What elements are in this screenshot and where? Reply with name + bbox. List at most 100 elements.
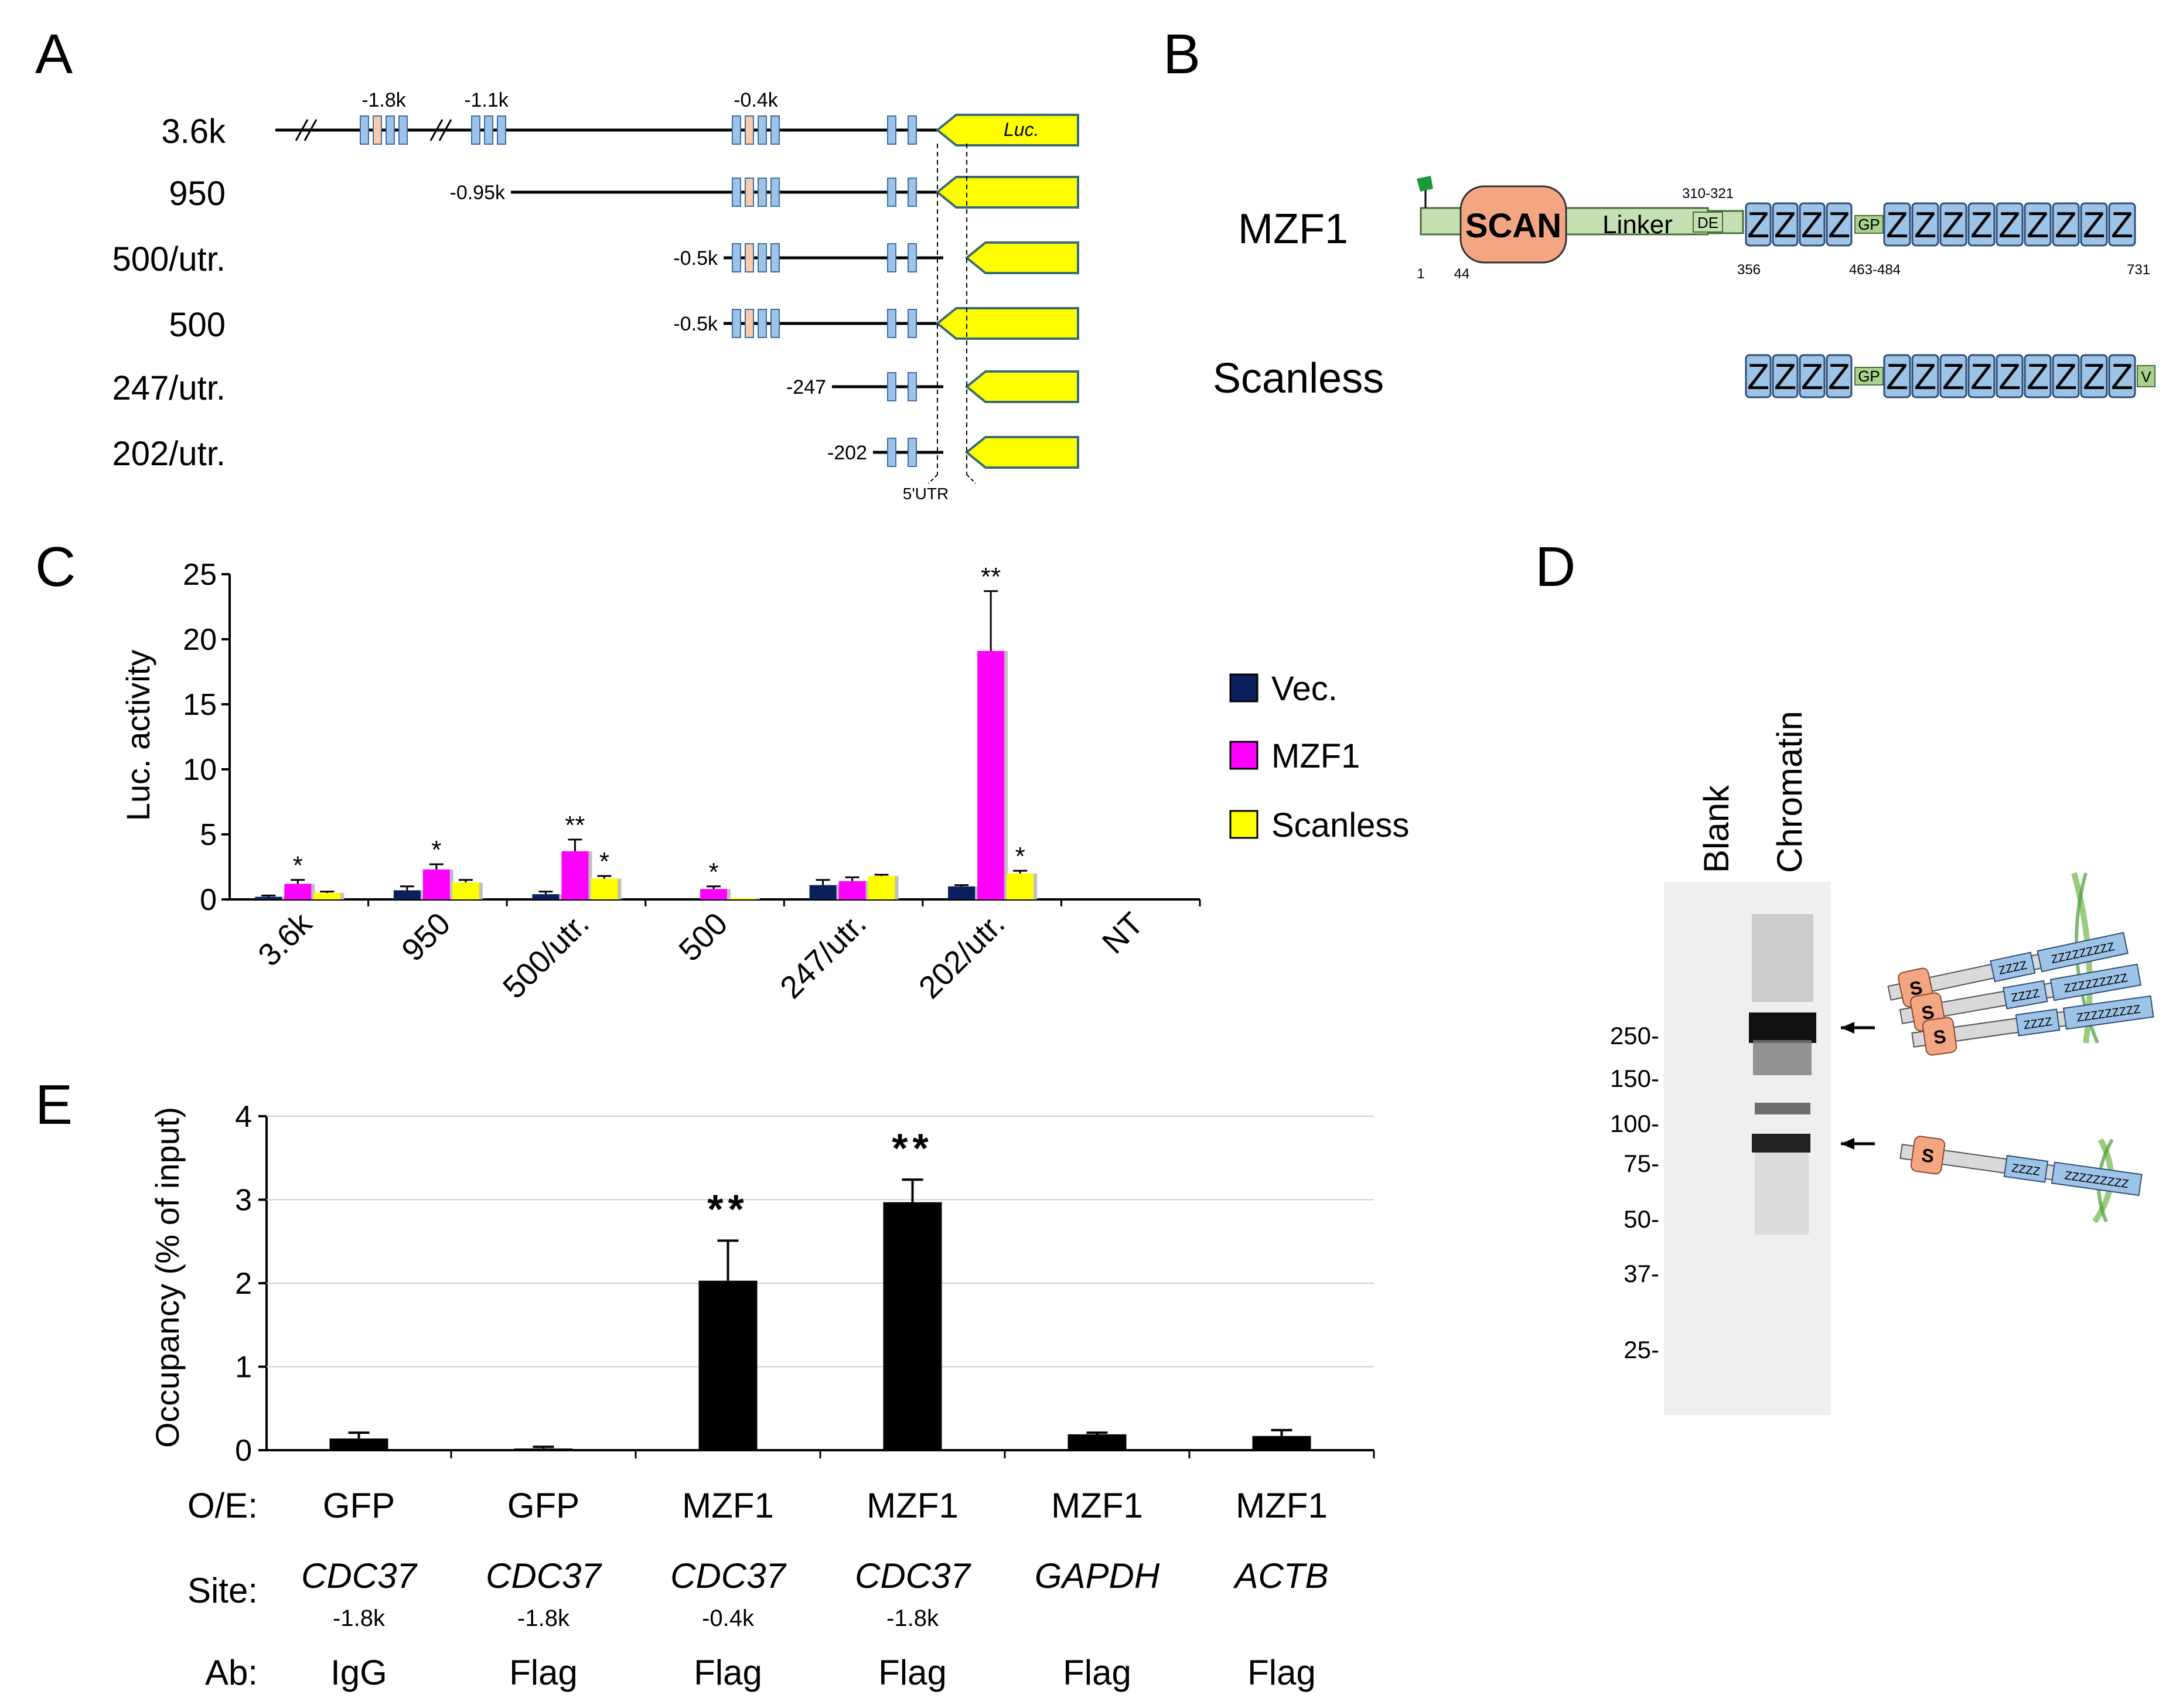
mzf1-finger-label: Z (2027, 205, 2049, 246)
bar-scanless (868, 876, 895, 899)
cartoon-protein-2-zf-b (2049, 963, 2142, 1001)
bar-mzf1 (838, 881, 866, 899)
site-label: -1.1k (464, 89, 509, 111)
protein-label-mzf1: MZF1 (1238, 206, 1348, 253)
site-cell: CDC37 (670, 1556, 787, 1596)
marker-label: 75- (1624, 1150, 1659, 1177)
oe-cell: GFP (507, 1486, 579, 1525)
scanless-finger (1799, 354, 1826, 398)
pos-44: 44 (1454, 266, 1470, 282)
ab-cell: Flag (509, 1653, 578, 1692)
panel-b: B MZF1 Scanless SCAN Linker DE Z Z Z Z GP Z Z Z… (1163, 23, 2155, 402)
luciferase-gene (964, 436, 1079, 469)
chart-c-ylabel: Luc. activity (120, 650, 156, 821)
scanless-finger-label: Z (1998, 357, 2021, 397)
gp-label: GP (1858, 216, 1880, 233)
panel-b-letter: B (1163, 23, 1200, 86)
gp-linker (1854, 215, 1884, 234)
construct-label: 500 (169, 306, 226, 344)
proximal-box (887, 115, 896, 145)
pos-1: 1 (1417, 266, 1424, 282)
site-04k-box (770, 115, 780, 145)
blot-smear-mid (1753, 1040, 1812, 1075)
mzf1-finger-label: Z (1942, 205, 1964, 246)
luc-label: Luc. (1004, 119, 1039, 140)
start-label: -202 (827, 442, 867, 464)
bar-vec (393, 890, 421, 899)
construct-label: 500/utr. (112, 240, 226, 278)
luciferase-gene (935, 307, 1079, 340)
scanless-finger (1996, 354, 2024, 398)
legend-swatch (1229, 741, 1258, 770)
site-pos-cell: -1.8k (517, 1605, 570, 1631)
construct-label: 3.6k (161, 112, 226, 151)
site-cell: CDC37 (855, 1556, 971, 1596)
cartoon-protein-1-zf-a (1990, 952, 2036, 983)
pos-310-321: 310-321 (1682, 186, 1734, 202)
utr-label: 5'UTR (903, 485, 949, 503)
legend-label: MZF1 (1271, 737, 1360, 775)
chart-c-ytick-label: 5 (200, 818, 217, 852)
axis-break-icon (429, 119, 444, 141)
site-cell: GAPDH (1035, 1556, 1160, 1596)
arrow-100-icon (1841, 1138, 1854, 1150)
legend-swatch (1229, 673, 1258, 703)
utr-dashed-line (966, 474, 976, 484)
site-18k-box (360, 115, 369, 145)
scanless-finger (1911, 354, 1939, 398)
bar-mzf1 (284, 884, 312, 899)
site-04k-box (770, 243, 780, 272)
significance-mark: ** (707, 1186, 748, 1232)
mzf1-finger-label: Z (1801, 205, 1823, 246)
site-label: -0.4k (734, 89, 779, 111)
panel-c-letter: C (35, 536, 76, 598)
oe-cell: MZF1 (1051, 1486, 1143, 1525)
mzf1-finger (1745, 202, 1772, 247)
oe-cell: MZF1 (682, 1486, 774, 1525)
bar-mzf1 (977, 650, 1005, 899)
mzf1-finger (2024, 202, 2052, 247)
scanless-finger (1883, 354, 1911, 398)
proximal-box (887, 372, 896, 401)
protein-label-scanless: Scanless (1213, 355, 1384, 402)
mzf1-finger (1996, 202, 2024, 247)
scan-label: SCAN (1465, 207, 1561, 245)
panel-a: A 3.6k -1.8k -1.1k -0.4k 950 -0.95k 500/utr. -0… (35, 23, 1079, 503)
scan-domain (1459, 185, 1567, 264)
mzf1-finger-label: Z (1886, 205, 1908, 246)
scanless-finger-label: Z (1970, 357, 1993, 397)
site-04k-box (770, 309, 780, 338)
row-header-oe: O/E: (187, 1486, 258, 1525)
site-04k-box (732, 243, 741, 272)
lane-label-blank: Blank (1697, 785, 1736, 873)
scanless-finger (1772, 354, 1799, 398)
marker-label: 50- (1624, 1205, 1659, 1233)
de-box (1693, 212, 1723, 233)
chart-c-ytick-label: 20 (183, 623, 217, 657)
marker-label: 150- (1610, 1065, 1659, 1092)
scanless-finger-label: Z (1801, 357, 1823, 397)
cartoon-protein-3-zf-a (2015, 1008, 2061, 1037)
bar-occupancy (514, 1448, 573, 1450)
mzf1-finger (1967, 202, 1996, 247)
bar-mzf1 (700, 889, 727, 899)
blot-smear-lower (1755, 1153, 1809, 1235)
chart-c-ytick-label: 25 (183, 558, 217, 592)
chart-e-ytick-label: 2 (235, 1267, 252, 1301)
start-flag-icon (1417, 176, 1433, 192)
cartoon-protein-3-scan-label: S (1932, 1025, 1948, 1048)
cartoon-protein-3-scan (1922, 1017, 1957, 1056)
mzf1-finger (1799, 202, 1826, 247)
chart-c-ytick-label: 10 (183, 753, 217, 787)
site-11k-box (484, 115, 493, 145)
site-18k-box (373, 115, 382, 145)
ab-cell: IgG (330, 1653, 387, 1692)
mzf1-finger-label: Z (2055, 205, 2077, 246)
start-label: -0.5k (673, 313, 718, 335)
mzf1-finger (1939, 202, 1967, 247)
mzf1-finger-label: Z (1774, 205, 1796, 246)
site-cell: CDC37 (486, 1556, 602, 1596)
start-label: -247 (786, 376, 826, 398)
ab-cell: Flag (694, 1653, 762, 1692)
